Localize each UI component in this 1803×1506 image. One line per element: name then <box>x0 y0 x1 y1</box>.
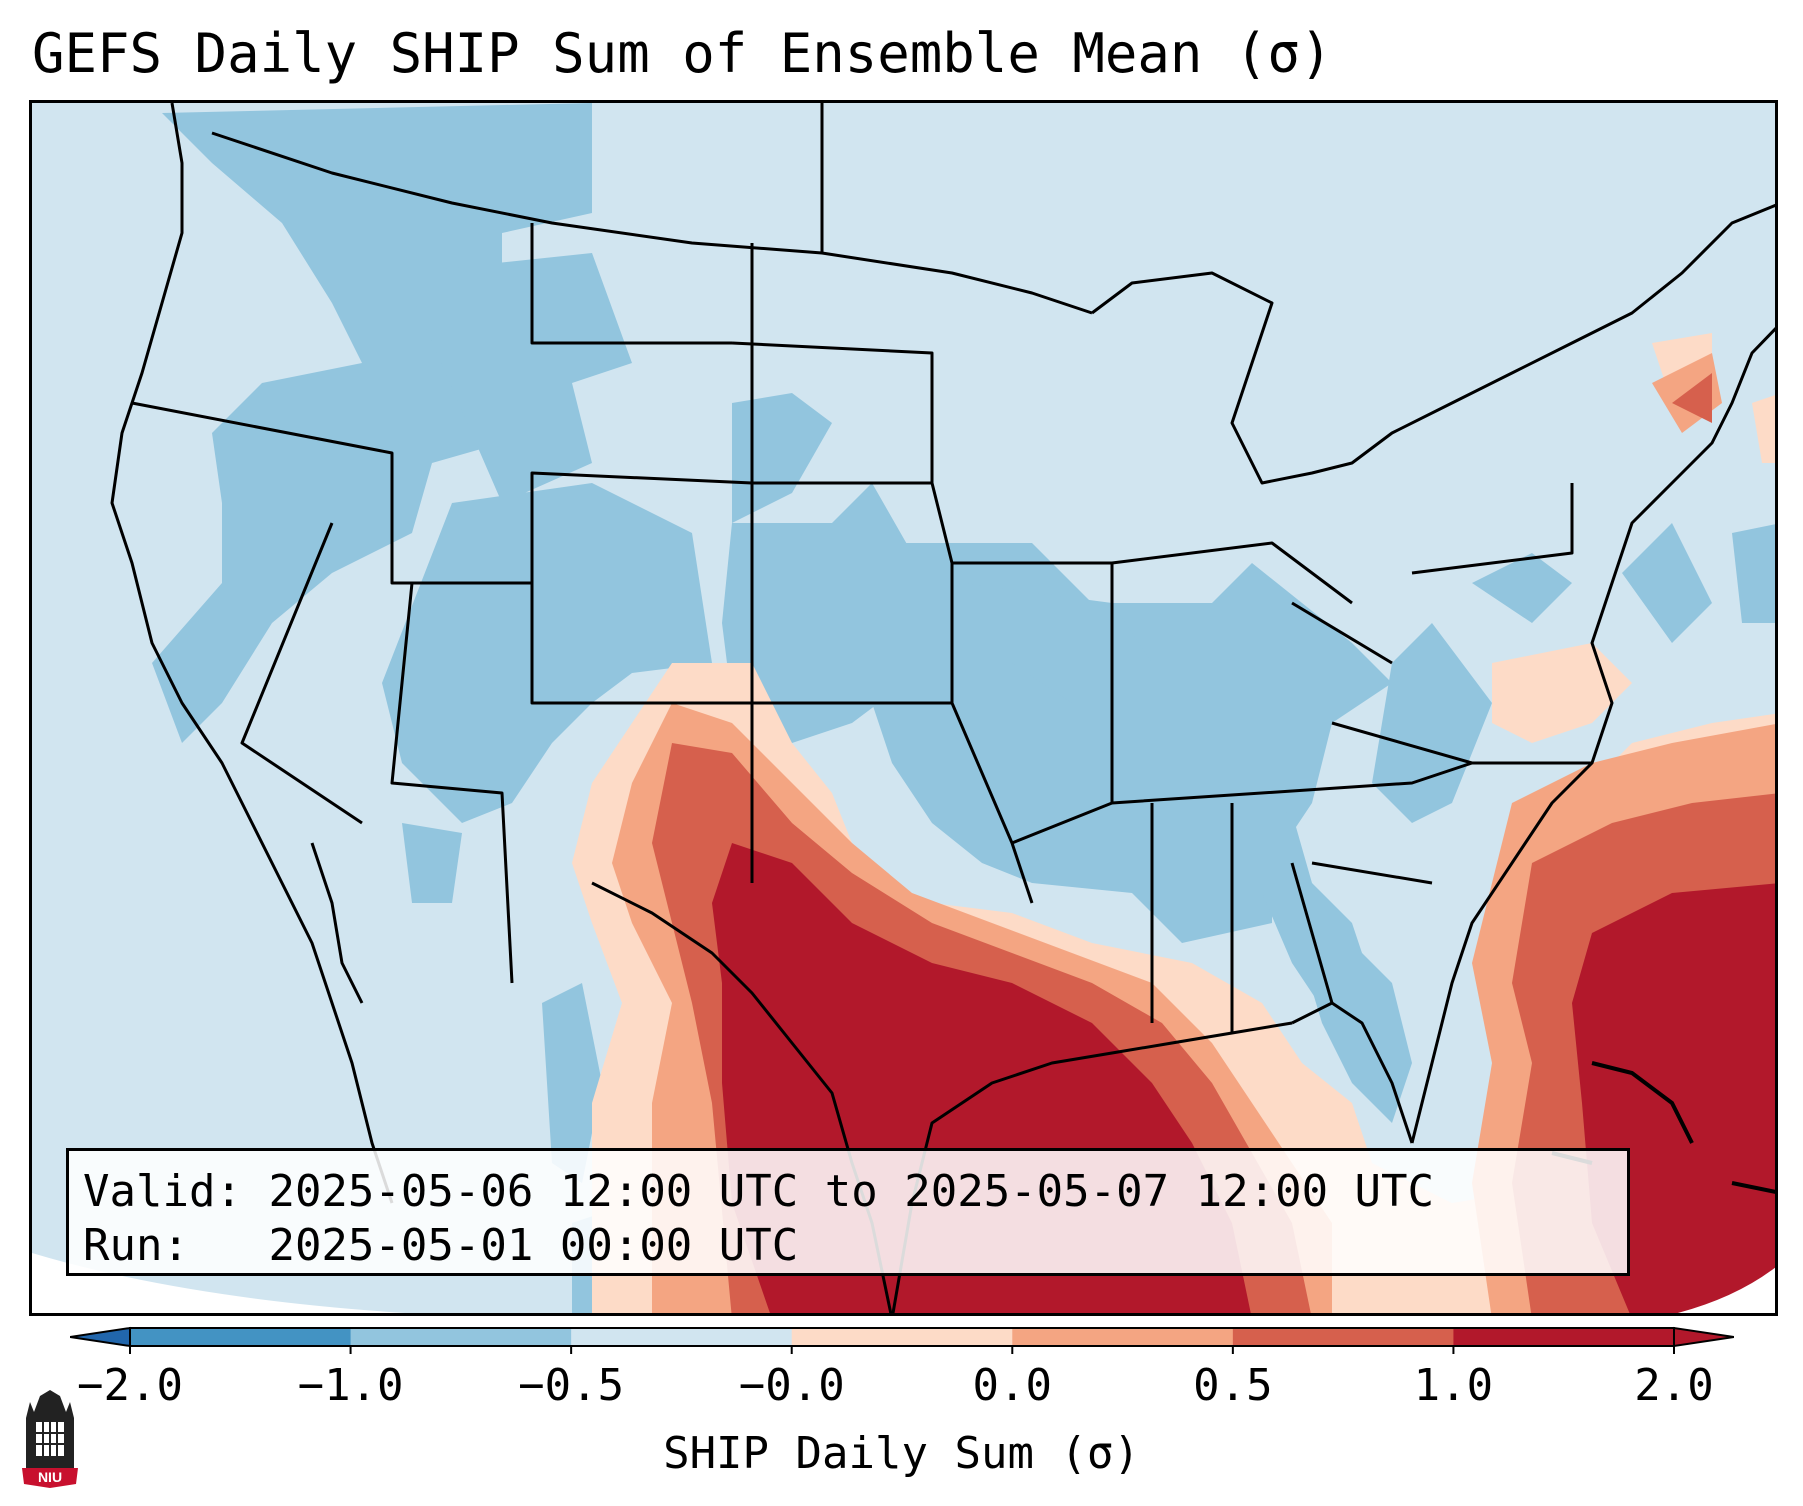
colorbar-extend-high <box>1673 1326 1734 1348</box>
run-label: Run: <box>83 1220 189 1271</box>
colorbar-tick-label: −0.0 <box>738 1360 845 1411</box>
field-negative-regions <box>152 103 1775 1313</box>
run-row: Run: 2025-05-01 00:00 UTC <box>83 1219 1613 1273</box>
page-title: GEFS Daily SHIP Sum of Ensemble Mean (σ) <box>32 22 1333 85</box>
valid-value: 2025-05-06 12:00 UTC to 2025-05-07 12:00… <box>268 1166 1435 1217</box>
colorbar-outline <box>129 1327 1675 1347</box>
colorbar-tick-label: 0.5 <box>1193 1360 1273 1411</box>
colorbar-tick-label: −0.5 <box>518 1360 625 1411</box>
colorbar-segment <box>350 1328 572 1346</box>
colorbar-segment <box>791 1328 1013 1346</box>
niu-building-icon: NIU <box>22 1390 78 1488</box>
ship-field-map <box>32 103 1775 1313</box>
colorbar-tick-label: 2.0 <box>1634 1360 1714 1411</box>
run-value: 2025-05-01 00:00 UTC <box>268 1220 799 1271</box>
valid-run-info-box: Valid: 2025-05-06 12:00 UTC to 2025-05-0… <box>66 1148 1630 1276</box>
projection-edge-sw <box>32 1253 406 1313</box>
colorbar-segment <box>1453 1328 1675 1346</box>
colorbar-tick-label: 0.0 <box>972 1360 1053 1411</box>
valid-label: Valid: <box>83 1166 242 1217</box>
colorbar-tick-label: −1.0 <box>297 1360 404 1411</box>
colorbar-segment <box>1012 1328 1234 1346</box>
political-boundaries <box>110 103 1775 1313</box>
colorbar-segment <box>571 1328 793 1346</box>
colorbar <box>70 1326 1734 1354</box>
colorbar-extend-low <box>70 1326 131 1348</box>
valid-row: Valid: 2025-05-06 12:00 UTC to 2025-05-0… <box>83 1165 1613 1219</box>
colorbar-label: SHIP Daily Sum (σ) <box>663 1428 1140 1479</box>
colorbar-tick-label: 1.0 <box>1413 1360 1494 1411</box>
colorbar-segments <box>70 1326 1734 1354</box>
colorbar-segment <box>130 1328 352 1346</box>
colorbar-tick-label: −2.0 <box>77 1360 183 1411</box>
projection-edge-se <box>1677 1267 1775 1313</box>
map-panel <box>29 100 1778 1316</box>
colorbar-segment <box>1232 1328 1454 1346</box>
svg-text:NIU: NIU <box>38 1469 62 1485</box>
